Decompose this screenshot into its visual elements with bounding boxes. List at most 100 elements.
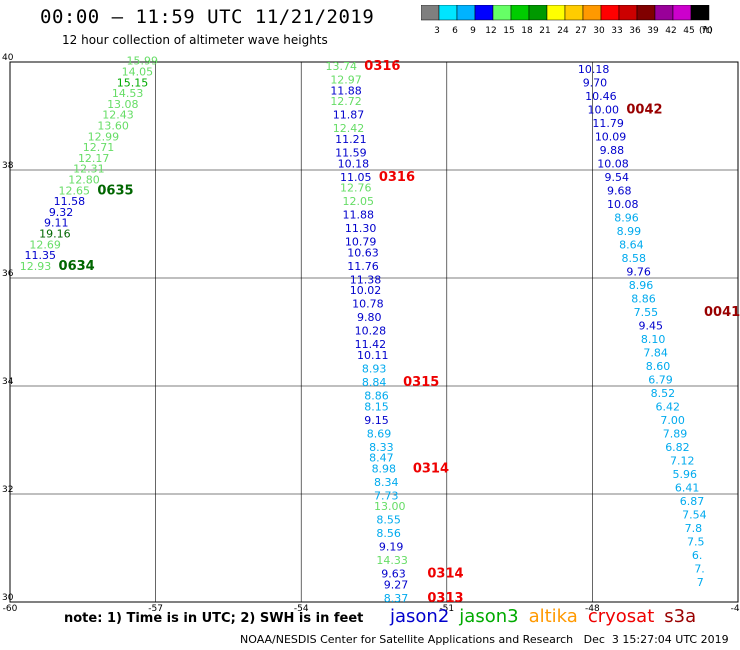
wave-height-label: 11.88 xyxy=(330,84,362,97)
colorbar-label: 39 xyxy=(647,26,659,35)
longitude-tick-label: -48 xyxy=(585,604,600,614)
wave-height-label: 8.60 xyxy=(646,360,671,373)
wave-height-label: 11.38 xyxy=(350,273,382,286)
wave-height-label: 12.93 xyxy=(20,260,51,273)
wave-height-label: 8.15 xyxy=(364,400,389,413)
wave-height-label: 13.00 xyxy=(374,500,406,513)
pass-time-label: 0314 xyxy=(413,461,449,476)
pass-time-label: 0634 xyxy=(59,259,95,274)
pass-time-label: 0313 xyxy=(427,591,463,606)
wave-height-label: 11.88 xyxy=(342,209,374,222)
wave-height-label: 6.42 xyxy=(655,400,680,413)
longitude-tick-label: -60 xyxy=(3,604,18,614)
wave-height-label: 12.71 xyxy=(83,141,115,154)
wave-height-label: 8.84 xyxy=(362,376,387,389)
colorbar-label: 36 xyxy=(629,26,641,35)
wave-height-label: 6.79 xyxy=(648,373,673,386)
latitude-tick-label: 32 xyxy=(2,485,13,495)
wave-height-label: 9.19 xyxy=(379,541,404,554)
colorbar-label: 33 xyxy=(611,26,622,35)
wave-height-label: 9.45 xyxy=(639,319,664,332)
longitude-tick-label: -54 xyxy=(294,604,309,614)
wave-height-label: 12.42 xyxy=(333,122,365,135)
colorbar-swatch xyxy=(690,5,710,21)
color-scale-legend: 3 6 9 12 15 18 21 24 27 30 33 36 39 42 45 70(ft) xyxy=(421,5,713,35)
page-subtitle: 12 hour collection of altimeter wave hei… xyxy=(62,33,328,47)
colorbar-label: 24 xyxy=(557,26,569,35)
wave-height-label: 8.99 xyxy=(617,225,642,238)
wave-height-label: 6. xyxy=(692,549,703,562)
wave-height-label: 19.16 xyxy=(39,228,70,241)
latitude-tick-label: 30 xyxy=(2,593,14,603)
wave-height-label: 10.63 xyxy=(347,246,379,259)
wave-height-label: 7.5 xyxy=(687,535,705,548)
wave-height-label: 9.32 xyxy=(49,206,74,219)
satellite-legend-jason2: jason2 xyxy=(390,606,450,627)
colorbar-label: 15 xyxy=(503,26,514,35)
units-note: note: 1) Time is in UTC; 2) SWH is in fe… xyxy=(64,611,364,626)
wave-height-label: 6.87 xyxy=(680,495,705,508)
wave-height-label: 9.54 xyxy=(605,171,630,184)
wave-height-label: 11.59 xyxy=(335,147,367,160)
wave-height-label: 12.31 xyxy=(73,163,105,176)
longitude-tick-label: -51 xyxy=(439,604,454,614)
wave-height-label: 7 xyxy=(697,576,704,589)
pass-time-label: 0041 xyxy=(704,305,740,320)
wave-height-label: 12.17 xyxy=(78,152,110,165)
wave-height-label: 8.93 xyxy=(362,363,387,376)
colorbar-label: 45 xyxy=(683,26,694,35)
colorbar-label: 12 xyxy=(485,26,496,35)
latitude-tick-label: 38 xyxy=(2,161,14,171)
colorbar-label: 9 xyxy=(470,26,476,35)
colorbar-label: 42 xyxy=(665,26,676,35)
latitude-tick-label: 34 xyxy=(2,377,14,387)
wave-height-label: 7.12 xyxy=(670,454,695,467)
wave-height-label: 8.86 xyxy=(364,390,389,403)
wave-height-label: 6.82 xyxy=(665,441,690,454)
wave-height-label: 9.15 xyxy=(364,414,389,427)
wave-height-label: 14.05 xyxy=(122,66,154,79)
wave-height-label: 13.74 xyxy=(325,60,357,73)
wave-height-label: 11.42 xyxy=(355,338,387,351)
wave-height-label: 10.18 xyxy=(338,157,370,170)
west-track: 15.9914.0515.1514.5313.0812.4313.6012.99… xyxy=(20,55,158,274)
wave-height-label: 9.70 xyxy=(583,76,608,89)
wave-height-label: 8.37 xyxy=(384,592,409,605)
wave-height-label: 10.78 xyxy=(352,298,384,311)
satellite-legend-altika: altika xyxy=(528,606,578,627)
wave-height-label: 8.69 xyxy=(367,427,392,440)
wave-height-label: 9.76 xyxy=(626,265,651,278)
wave-height-label: 10.00 xyxy=(588,103,620,116)
wave-height-label: 8.55 xyxy=(376,514,401,527)
colorbar-label: 21 xyxy=(539,26,550,35)
wave-height-label: 5.96 xyxy=(672,468,697,481)
latitude-tick-label: 40 xyxy=(2,53,14,63)
wave-height-label: 8.47 xyxy=(369,452,394,465)
wave-height-label: 7.8 xyxy=(685,522,703,535)
wave-height-label: 7. xyxy=(694,562,705,575)
colorbar-label: 6 xyxy=(452,26,458,35)
wave-height-label: 13.08 xyxy=(107,98,139,111)
wave-height-label: 8.98 xyxy=(372,462,397,475)
wave-height-label: 8.34 xyxy=(374,476,399,489)
wave-height-label: 12.05 xyxy=(342,195,374,208)
colorbar-label: 27 xyxy=(575,26,586,35)
wave-height-label: 12.43 xyxy=(102,109,134,122)
wave-height-label: 8.86 xyxy=(631,292,656,305)
wave-height-label: 11.76 xyxy=(347,260,379,273)
wave-height-label: 11.05 xyxy=(340,171,372,184)
central-track: 13.74 031612.9711.8812.7211.8712.4211.211… xyxy=(325,59,463,606)
wave-height-label: 15.99 xyxy=(126,55,158,68)
satellite-legend-cryosat: cryosat xyxy=(587,606,655,627)
longitude-tick-label: -57 xyxy=(148,604,163,614)
wave-height-label: 15.15 xyxy=(117,76,149,89)
wave-height-label: 7.55 xyxy=(634,306,659,319)
wave-height-label: 11.30 xyxy=(345,222,377,235)
wave-height-label: 8.52 xyxy=(651,387,676,400)
wave-height-label: 7.73 xyxy=(374,489,399,502)
wave-height-label: 9.68 xyxy=(607,184,632,197)
wave-height-label: 8.64 xyxy=(619,238,644,251)
credit-line: NOAA/NESDIS Center for Satellite Applica… xyxy=(240,633,729,646)
